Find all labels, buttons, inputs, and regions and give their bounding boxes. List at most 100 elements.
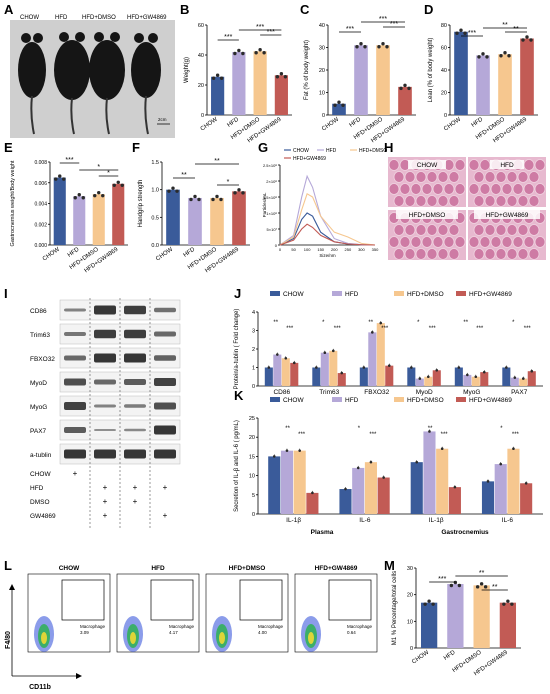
- histology-fiber: [454, 183, 466, 195]
- panel-d-data-point: [529, 38, 533, 42]
- mouse-hfd-gw4869: [131, 33, 161, 135]
- panel-label-h: H: [384, 140, 393, 155]
- histology-fiber: [393, 248, 405, 260]
- panel-g-y-tick-label: 2.5×10⁸: [263, 163, 277, 168]
- histology-label-chow: CHOW: [417, 162, 438, 169]
- histology-fiber: [415, 195, 427, 207]
- panel-e-data-point: [81, 196, 85, 200]
- panel-k-data-point: [428, 430, 431, 433]
- panel-c-data-point: [355, 45, 359, 49]
- condition-label: HFD: [30, 485, 44, 492]
- panel-f-sig-label: **: [181, 172, 187, 179]
- panel-c-x-tick-label: HFD: [349, 116, 363, 128]
- blot-band: [154, 425, 176, 435]
- panel-k-legend-label-0: CHOW: [283, 397, 304, 404]
- histology-fiber: [495, 171, 507, 183]
- panel-k-category-label: IL-6: [502, 517, 514, 524]
- panel-g-legend-label-0: CHOW: [293, 148, 309, 154]
- condition-plus: +: [103, 497, 108, 506]
- panel-d-bar-3: [520, 38, 534, 115]
- histology-fiber: [506, 195, 518, 207]
- panel-b-data-point: [237, 48, 241, 53]
- panel-g-x-tick-label: 300: [358, 247, 365, 252]
- panel-m-bar-1: [447, 584, 464, 648]
- condition-plus: +: [163, 511, 168, 520]
- histology-fiber: [517, 248, 529, 260]
- histology-fiber: [443, 183, 455, 195]
- histology-fiber: [506, 171, 518, 183]
- panel-c-sig-label: ***: [379, 16, 387, 23]
- panel-k-y-tick-label: 5: [252, 493, 255, 499]
- panel-c-data-point: [337, 100, 341, 104]
- panel-c-data-point: [407, 86, 411, 91]
- panel-k-bar: [268, 456, 281, 514]
- panel-j-bar: [527, 371, 536, 386]
- panel-k-sig-label: ***: [298, 432, 306, 438]
- condition-plus: +: [103, 511, 108, 520]
- histology-fiber: [448, 171, 460, 183]
- blot-band: [154, 402, 176, 410]
- panel-e-bar-3: [112, 183, 125, 245]
- panel-j-bar: [368, 332, 377, 386]
- panel-f-data-point: [189, 197, 193, 202]
- panel-d-sig-label: ***: [468, 30, 476, 37]
- panel-f-data-point: [167, 189, 171, 193]
- panel-e-chart: 0.000 0.002 0.004 0.006 0.008 Gastrocnemius w…: [10, 157, 128, 274]
- panel-j-bar: [471, 376, 480, 386]
- panel-e-y-tick-label: 0.008: [34, 160, 47, 166]
- panel-d-data-point: [507, 54, 511, 58]
- blot-band: [94, 353, 116, 363]
- histology-fiber: [415, 171, 427, 183]
- histology-fiber: [410, 183, 422, 195]
- histology-fiber: [501, 236, 513, 248]
- panel-m-data-point: [475, 585, 480, 589]
- panel-e-x-tick-label: HFD: [67, 246, 81, 258]
- panel-j-category-label: MyoD: [416, 389, 433, 396]
- blot-band: [94, 404, 116, 408]
- blot-band: [64, 355, 86, 361]
- panel-k-bar: [280, 450, 294, 514]
- panel-k-legend-label-2: HFD+DMSO: [407, 397, 444, 404]
- panel-j-sig-label: ***: [381, 326, 389, 332]
- panel-m-data-point: [449, 583, 454, 588]
- panel-e-data-point: [112, 183, 116, 187]
- panel-g-size-distribution: 0 5×10⁷ 1×10⁸ 1.5×10⁸ 2×10⁸ 2.5×10⁸ Particles/…: [262, 148, 387, 258]
- panel-e-data-point: [93, 193, 97, 198]
- panel-j-bar: [424, 376, 433, 386]
- histology-fiber: [437, 171, 449, 183]
- panel-k-sig-label: ***: [369, 432, 377, 438]
- panel-g-legend-label-3: HFD+GW4869: [293, 156, 326, 162]
- histology-fiber: [404, 248, 416, 260]
- panel-j-sig-label: ***: [524, 326, 532, 332]
- panel-b-data-point: [254, 51, 258, 55]
- panel-c-sig-label: ***: [346, 26, 354, 33]
- panel-d-y-tick-label: 20: [441, 91, 447, 97]
- histology-fiber: [473, 248, 485, 260]
- histology-fiber: [523, 236, 535, 248]
- condition-plus: +: [73, 469, 78, 478]
- histology-fiber: [484, 195, 496, 207]
- panel-k-bar: [448, 487, 461, 514]
- blot-band: [124, 329, 146, 339]
- panel-k-y-tick-label: 10: [249, 474, 255, 480]
- panel-k-data-point: [344, 487, 347, 491]
- panel-c-data-point: [359, 42, 363, 46]
- panel-b-data-point: [219, 76, 224, 80]
- panel-b-sig-label: ***: [256, 24, 264, 31]
- condition-label: CHOW: [30, 471, 51, 478]
- panel-d-y-tick-label: 0: [444, 113, 447, 119]
- histology-fiber: [426, 195, 438, 207]
- panel-e-y-tick-label: 0.004: [34, 202, 47, 208]
- panel-k-bar: [293, 450, 306, 514]
- histology-label-hfd-dmso: HFD+DMSO: [409, 212, 446, 219]
- panel-f-data-point: [175, 189, 179, 193]
- flow-title-2: HFD+DMSO: [229, 565, 266, 572]
- flow-gate-value: 4.00: [258, 630, 267, 635]
- panel-b-bar-3: [274, 75, 288, 115]
- panel-m-bar-0: [420, 602, 438, 648]
- panel-k-chart: 0 5 10 15 20 25 Secretion of IL-β and IL-6 ( p…: [234, 397, 543, 536]
- blot-protein-label: a-tublin: [30, 452, 52, 459]
- panel-c-y-tick-label: 40: [319, 23, 325, 29]
- panel-label-l: L: [4, 558, 12, 573]
